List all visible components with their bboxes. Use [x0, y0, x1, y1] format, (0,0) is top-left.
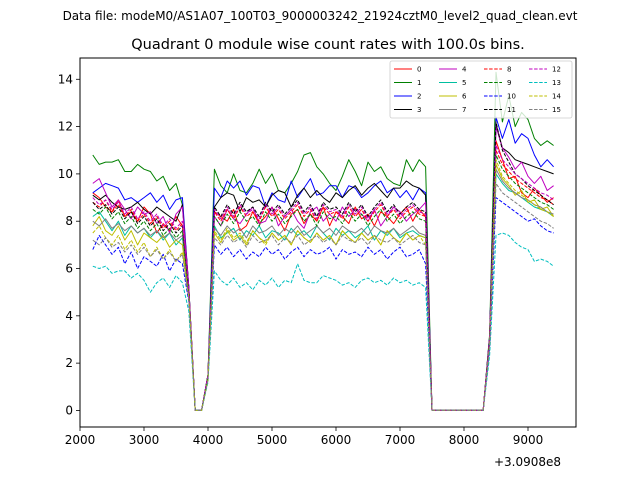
series-line-11: [92, 121, 554, 411]
suptitle: Data file: modeM0/AS1A07_100T03_90000032…: [63, 9, 578, 23]
series-line-8: [92, 149, 554, 411]
x-tick-label: 2000: [65, 433, 96, 447]
x-tick-label: 5000: [257, 433, 288, 447]
series-line-0: [92, 140, 554, 411]
x-tick-label: 8000: [449, 433, 480, 447]
legend-label-6: 6: [462, 93, 467, 101]
series-layer: [92, 71, 555, 411]
legend-label-10: 10: [507, 93, 516, 101]
x-offset-label: +3.0908e8: [494, 455, 561, 469]
legend-label-4: 4: [462, 66, 467, 74]
legend-label-0: 0: [417, 66, 421, 74]
y-tick-label: 12: [58, 120, 73, 134]
legend-label-5: 5: [462, 79, 466, 87]
legend-label-13: 13: [552, 79, 561, 87]
legend-label-2: 2: [417, 93, 421, 101]
y-tick-label: 4: [65, 309, 73, 323]
legend-label-1: 1: [417, 79, 421, 87]
x-tick-label: 3000: [129, 433, 160, 447]
series-line-3: [92, 123, 554, 411]
y-tick-label: 6: [65, 262, 73, 276]
y-axis: 0 2 4 6 8 10 12 14: [58, 72, 80, 417]
series-line-2: [92, 116, 554, 411]
legend-label-9: 9: [507, 79, 511, 87]
plot-frame: [79, 57, 577, 428]
y-tick-label: 2: [65, 356, 73, 370]
series-line-6: [92, 163, 555, 411]
legend-label-3: 3: [417, 106, 421, 114]
series-line-12: [92, 145, 554, 411]
legend-label-11: 11: [507, 106, 516, 114]
y-tick-label: 0: [65, 403, 73, 417]
legend-frame: [389, 60, 573, 119]
y-tick-label: 10: [58, 167, 73, 181]
series-line-4: [92, 126, 554, 411]
x-tick-label: 9000: [513, 433, 544, 447]
chart-title: Quadrant 0 module wise count rates with …: [131, 37, 525, 53]
series-line-14: [92, 159, 554, 411]
legend-label-8: 8: [507, 66, 511, 74]
legend-label-12: 12: [552, 66, 561, 74]
series-line-1: [92, 71, 554, 411]
legend-label-7: 7: [462, 106, 466, 114]
series-line-13: [92, 232, 554, 411]
x-tick-label: 7000: [385, 433, 416, 447]
legend-label-14: 14: [552, 93, 561, 101]
series-line-5: [92, 173, 554, 411]
y-tick-label: 8: [65, 214, 73, 228]
x-tick-label: 6000: [321, 433, 352, 447]
legend-label-15: 15: [552, 106, 561, 114]
x-axis: 2000 3000 4000 5000 6000 7000 8000 9000: [65, 427, 544, 447]
series-line-10: [92, 197, 554, 411]
y-tick-label: 14: [58, 72, 73, 86]
x-tick-label: 4000: [193, 433, 224, 447]
